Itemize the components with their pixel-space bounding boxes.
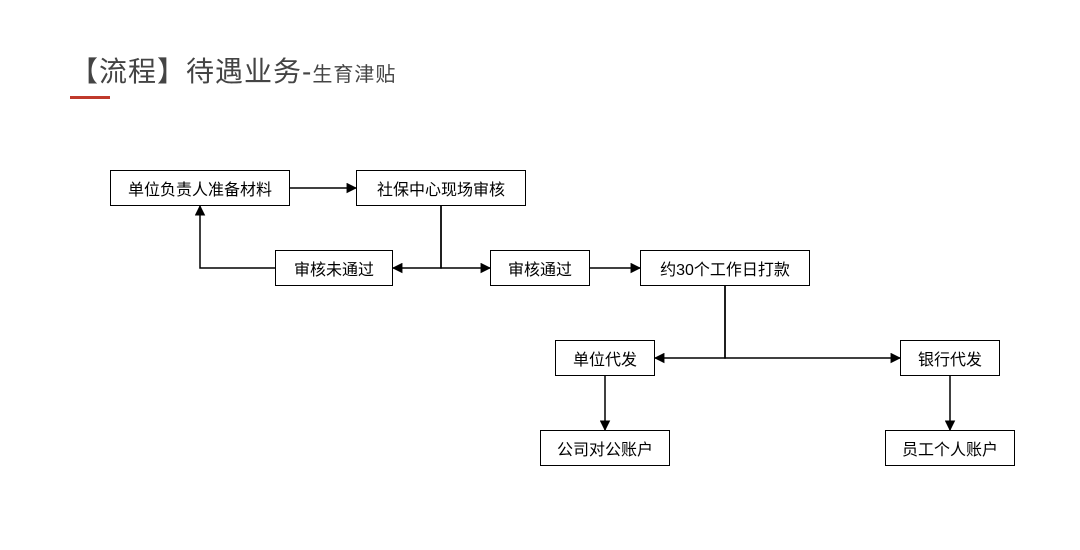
flowchart-node: 银行代发 — [900, 340, 1000, 376]
flowchart-node: 审核通过 — [490, 250, 590, 286]
flowchart-container: 单位负责人准备材料 社保中心现场审核审核未通过 审核通过 约30个工作日打款单位代发 银… — [0, 0, 1080, 550]
flowchart-node: 社保中心现场审核 — [356, 170, 526, 206]
flowchart-node: 公司对公账户 — [540, 430, 670, 466]
flowchart-edge — [655, 286, 725, 358]
flowchart-node: 单位代发 — [555, 340, 655, 376]
flowchart-node: 员工个人账户 — [885, 430, 1015, 466]
flowchart-edge — [725, 286, 900, 358]
flowchart-edge — [393, 206, 441, 268]
flowchart-edge — [200, 206, 275, 268]
flowchart-node: 审核未通过 — [275, 250, 393, 286]
flowchart-edge — [441, 206, 490, 268]
flowchart-node: 约30个工作日打款 — [640, 250, 810, 286]
flowchart-node: 单位负责人准备材料 — [110, 170, 290, 206]
